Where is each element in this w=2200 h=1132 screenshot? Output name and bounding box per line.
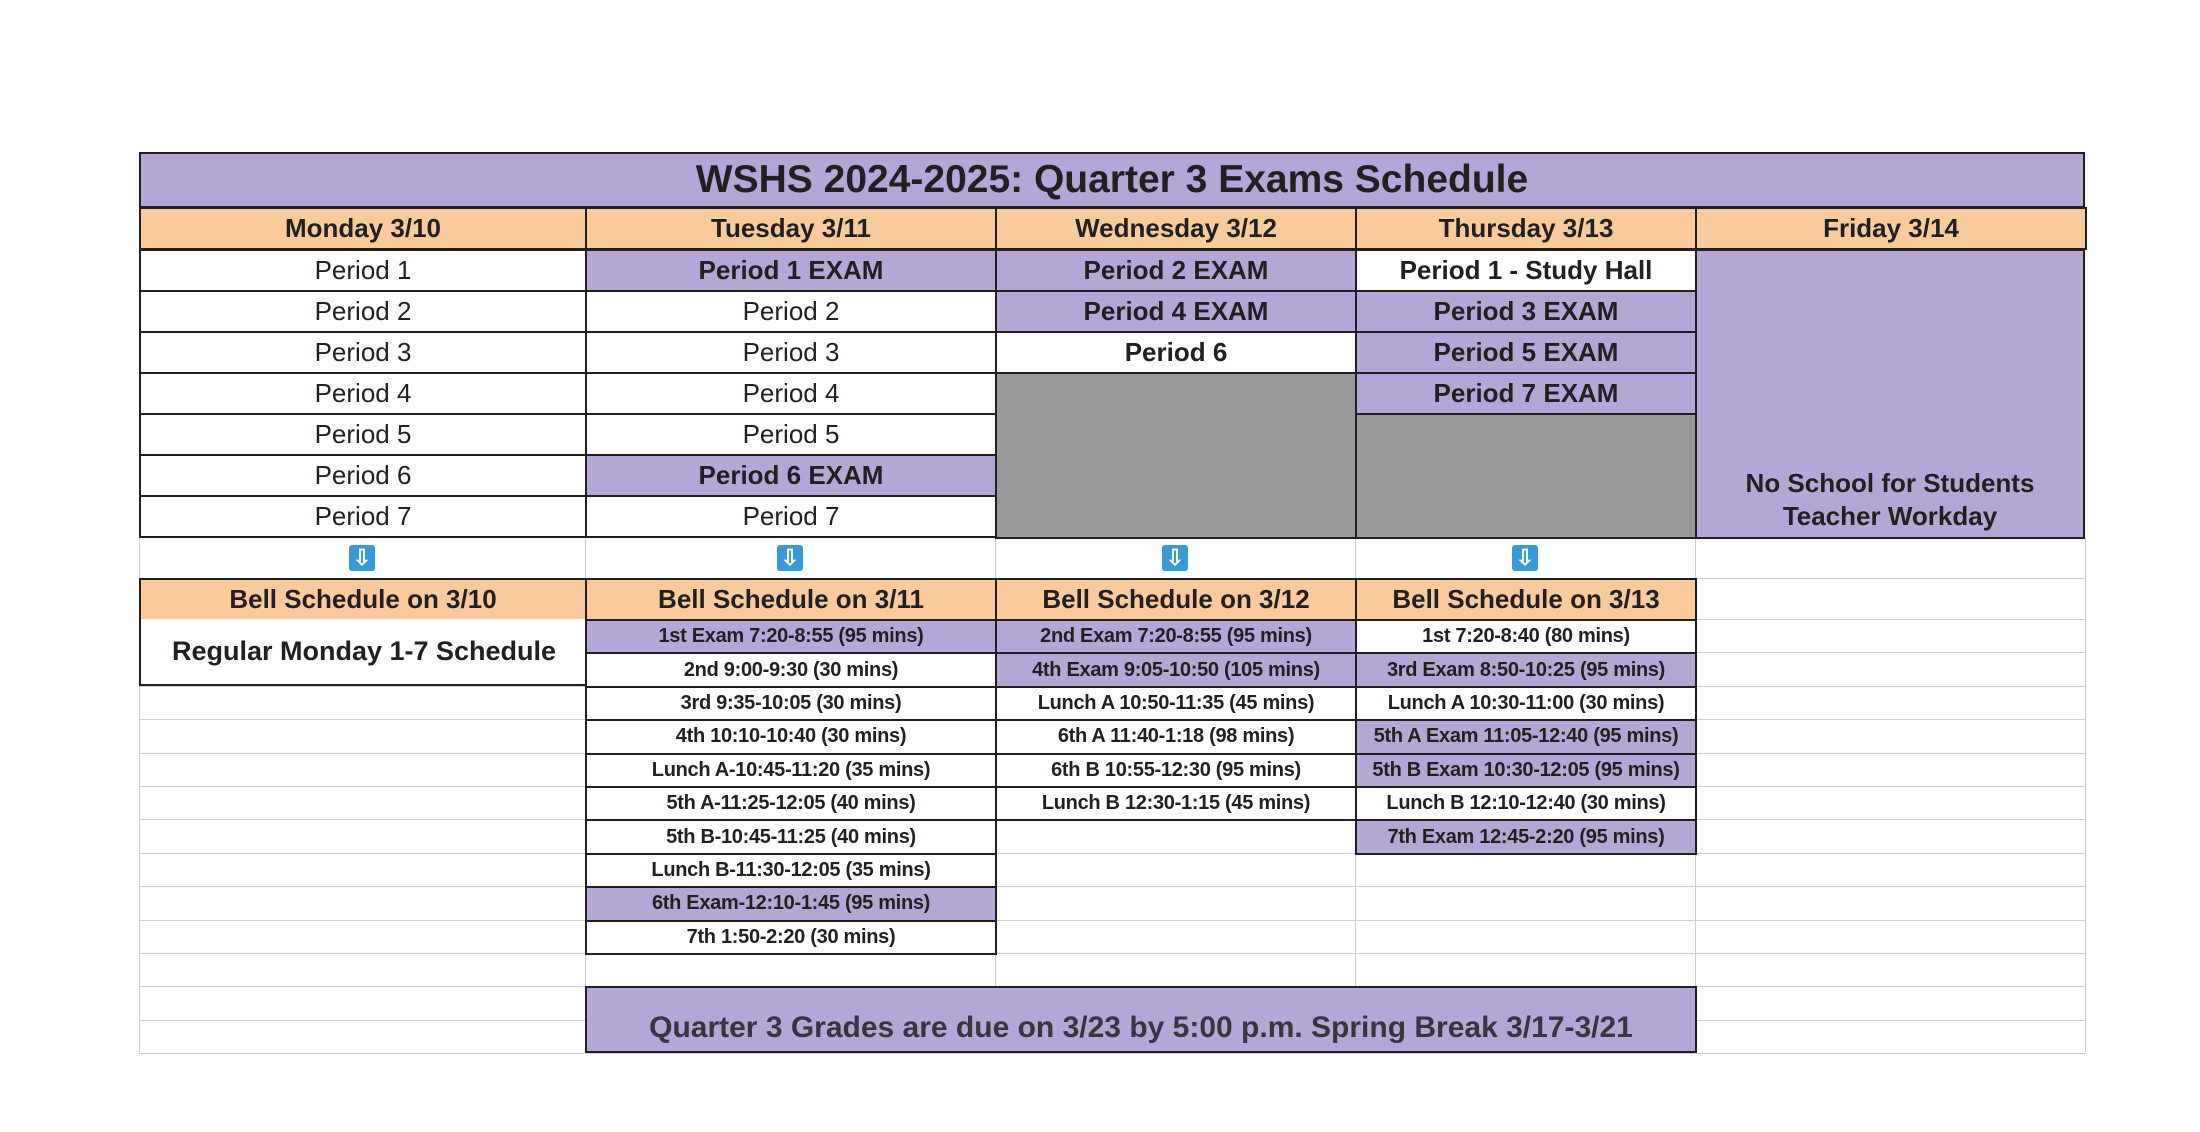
- bell-schedule-header: Bell Schedule on 3/12: [995, 578, 1357, 621]
- gridline: [2085, 537, 2086, 1052]
- down-arrow-icon: ⇩: [1162, 544, 1188, 571]
- bell-row: 5th B Exam 10:30-12:05 (95 mins): [1355, 752, 1697, 788]
- friday-no-school: No School for Students Teacher Workday: [1695, 249, 2085, 539]
- down-arrow-icon: ⇩: [1512, 544, 1538, 571]
- day-header: Friday 3/14: [1695, 207, 2087, 250]
- period-cell: Period 7: [139, 495, 587, 538]
- bell-row: 4th 10:10-10:40 (30 mins): [585, 719, 997, 755]
- period-cell: Period 6 EXAM: [585, 454, 997, 497]
- arrow-cell: ⇩: [585, 537, 995, 578]
- period-cell: Period 2: [585, 290, 997, 333]
- no-class-block: [1355, 413, 1697, 539]
- period-cell: Period 6: [995, 331, 1357, 374]
- period-cell: Period 1: [139, 249, 587, 292]
- bell-row: 2nd Exam 7:20-8:55 (95 mins): [995, 619, 1357, 655]
- period-cell: Period 4: [139, 372, 587, 415]
- day-header: Monday 3/10: [139, 207, 587, 250]
- bell-row: Lunch B-11:30-12:05 (35 mins): [585, 852, 997, 889]
- period-cell: Period 3: [585, 331, 997, 374]
- period-cell: Period 4 EXAM: [995, 290, 1357, 333]
- day-header: Tuesday 3/11: [585, 207, 997, 250]
- period-cell: Period 7: [585, 495, 997, 538]
- bell-row: 5th B-10:45-11:25 (40 mins): [585, 819, 997, 855]
- bell-schedule-header: Bell Schedule on 3/10: [139, 578, 587, 621]
- gridline: [139, 537, 140, 1052]
- down-arrow-icon: ⇩: [777, 544, 803, 571]
- bell-row: 6th A 11:40-1:18 (98 mins): [995, 719, 1357, 755]
- period-cell: Period 4: [585, 372, 997, 415]
- bell-row: 1st 7:20-8:40 (80 mins): [1355, 619, 1697, 655]
- period-cell: Period 5: [139, 413, 587, 456]
- period-cell: Period 7 EXAM: [1355, 372, 1697, 415]
- period-cell: Period 6: [139, 454, 587, 497]
- arrow-cell: ⇩: [995, 537, 1355, 578]
- monday-bell-note: Regular Monday 1-7 Schedule: [139, 619, 587, 686]
- period-cell: Period 3: [139, 331, 587, 374]
- bell-row: 6th B 10:55-12:30 (95 mins): [995, 752, 1357, 788]
- arrow-cell: ⇩: [139, 537, 585, 578]
- down-arrow-icon: ⇩: [349, 544, 375, 571]
- bell-row: 5th A Exam 11:05-12:40 (95 mins): [1355, 719, 1697, 755]
- bell-row: 7th Exam 12:45-2:20 (95 mins): [1355, 819, 1697, 855]
- bell-row: 4th Exam 9:05-10:50 (105 mins): [995, 652, 1357, 688]
- bell-row: Lunch A 10:30-11:00 (30 mins): [1355, 685, 1697, 722]
- gridline: [139, 953, 2085, 954]
- bell-row: 3rd Exam 8:50-10:25 (95 mins): [1355, 652, 1697, 688]
- period-cell: Period 1 - Study Hall: [1355, 249, 1697, 292]
- period-cell: Period 2: [139, 290, 587, 333]
- arrow-cell: ⇩: [1355, 537, 1695, 578]
- day-header: Wednesday 3/12: [995, 207, 1357, 250]
- period-cell: Period 1 EXAM: [585, 249, 997, 292]
- bell-row: Lunch A-10:45-11:20 (35 mins): [585, 752, 997, 788]
- gridline: [139, 919, 2085, 921]
- page-title: WSHS 2024-2025: Quarter 3 Exams Schedule: [139, 152, 2085, 208]
- bell-row: Lunch A 10:50-11:35 (45 mins): [995, 685, 1357, 722]
- bell-row: Lunch B 12:30-1:15 (45 mins): [995, 786, 1357, 822]
- bell-row: 5th A-11:25-12:05 (40 mins): [585, 786, 997, 822]
- gridline: [139, 1053, 2085, 1055]
- gridline: [139, 886, 2085, 888]
- gridline: [139, 852, 2085, 854]
- period-cell: Period 2 EXAM: [995, 249, 1357, 292]
- bell-row: 1st Exam 7:20-8:55 (95 mins): [585, 619, 997, 655]
- bell-schedule-header: Bell Schedule on 3/13: [1355, 578, 1697, 621]
- period-cell: Period 5 EXAM: [1355, 331, 1697, 374]
- bell-row: 6th Exam-12:10-1:45 (95 mins): [585, 886, 997, 922]
- friday-note: No School for Students: [1745, 468, 2035, 498]
- bell-schedule-header: Bell Schedule on 3/11: [585, 578, 997, 621]
- friday-note: Teacher Workday: [1782, 501, 1998, 531]
- bell-row: 7th 1:50-2:20 (30 mins): [585, 919, 997, 955]
- period-cell: Period 5: [585, 413, 997, 456]
- period-cell: Period 3 EXAM: [1355, 290, 1697, 333]
- no-class-block: [995, 372, 1357, 539]
- bell-row: 3rd 9:35-10:05 (30 mins): [585, 685, 997, 722]
- day-header: Thursday 3/13: [1355, 207, 1697, 250]
- bell-row: Lunch B 12:10-12:40 (30 mins): [1355, 786, 1697, 822]
- footer-note: Quarter 3 Grades are due on 3/23 by 5:00…: [585, 986, 1697, 1053]
- bell-row: 2nd 9:00-9:30 (30 mins): [585, 652, 997, 688]
